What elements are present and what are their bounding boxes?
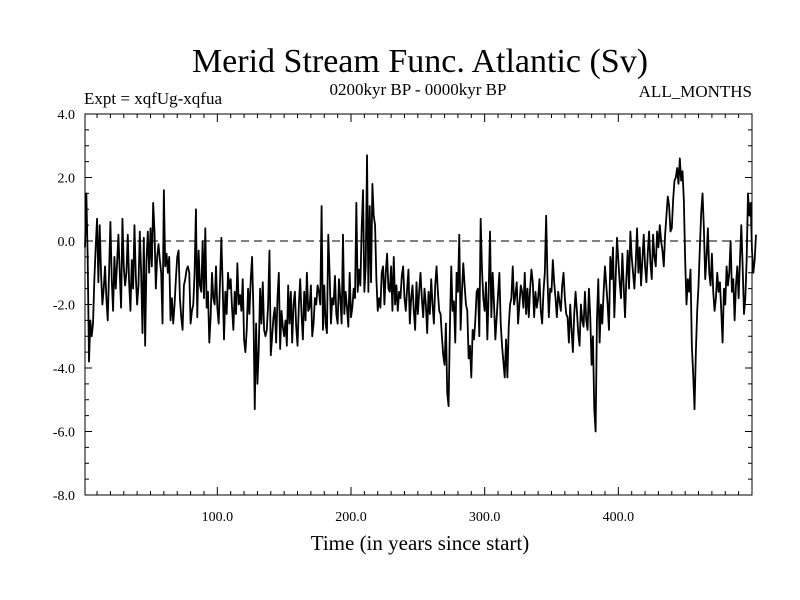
x-tick-label: 300.0 bbox=[469, 510, 501, 525]
x-axis-title: Time (in years since start) bbox=[311, 531, 530, 555]
y-tick-label: -2.0 bbox=[53, 299, 75, 314]
time-period-label: 0200kyr BP - 0000kyr BP bbox=[330, 80, 507, 99]
chart-title: Merid Stream Func. Atlantic (Sv) bbox=[192, 43, 648, 80]
y-tick-label: 0.0 bbox=[58, 235, 76, 250]
y-tick-label: -4.0 bbox=[53, 362, 75, 377]
months-label: ALL_MONTHS bbox=[639, 82, 752, 101]
y-tick-label: -8.0 bbox=[53, 489, 75, 504]
y-axis: 4.0 2.0 0.0 -2.0 -4.0 -6.0 -8.0 bbox=[53, 108, 752, 504]
y-tick-label: 2.0 bbox=[58, 172, 76, 187]
y-tick-label: 4.0 bbox=[58, 108, 76, 123]
experiment-label: Expt = xqfUg-xqfua bbox=[84, 89, 222, 108]
x-tick-label: 200.0 bbox=[335, 510, 367, 525]
y-tick-label: -6.0 bbox=[53, 426, 75, 441]
series-line bbox=[84, 154, 757, 433]
x-axis: 100.0 200.0 300.0 400.0 bbox=[96, 114, 740, 525]
x-tick-label: 100.0 bbox=[202, 510, 234, 525]
x-tick-label: 400.0 bbox=[603, 510, 635, 525]
